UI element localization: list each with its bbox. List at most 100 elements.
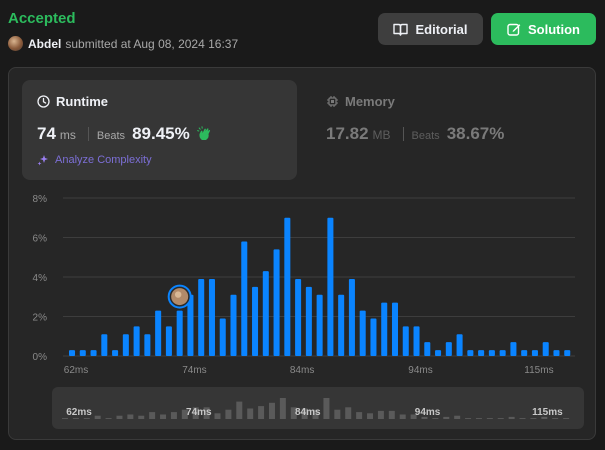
bar[interactable] (435, 350, 442, 356)
bar[interactable] (101, 334, 108, 356)
bar[interactable] (144, 334, 151, 356)
range-selector-svg: 62ms 74ms 84ms 94ms 115ms (62, 398, 570, 419)
mini-bar (268, 402, 275, 419)
bar[interactable] (284, 217, 291, 356)
solution-label: Solution (528, 21, 580, 37)
y-tick-label: 6% (33, 234, 48, 245)
mini-bar (367, 413, 374, 419)
mini-bar (192, 407, 199, 419)
mini-bar (203, 407, 210, 419)
runtime-card[interactable]: Runtime 74 ms Beats 89.45% Analyze Compl… (22, 80, 297, 180)
bar[interactable] (165, 326, 172, 356)
mini-x-label: 115ms (532, 407, 563, 418)
bar[interactable] (208, 278, 215, 356)
avatar[interactable] (8, 36, 23, 51)
bar[interactable] (176, 310, 183, 356)
bar[interactable] (391, 302, 399, 356)
mini-bar (421, 416, 428, 419)
bar[interactable] (327, 217, 334, 356)
memory-values: 17.82 MB Beats 38.67% (326, 124, 504, 144)
bar[interactable] (510, 342, 517, 356)
y-tick-label: 4% (33, 273, 48, 284)
username-link[interactable]: Abdel (28, 36, 62, 51)
runtime-values: 74 ms Beats 89.45% (37, 124, 213, 144)
bar[interactable] (69, 350, 76, 356)
bar[interactable] (488, 350, 495, 356)
bar[interactable] (187, 294, 194, 356)
bar[interactable] (155, 310, 162, 356)
runtime-beats-value: 89.45% (132, 124, 190, 143)
bar[interactable] (531, 350, 538, 356)
mini-bar (94, 415, 101, 419)
bar[interactable] (316, 294, 323, 356)
bar[interactable] (273, 249, 280, 356)
editorial-button[interactable]: Editorial (378, 13, 483, 45)
mini-bar (377, 410, 384, 419)
y-tick-label: 2% (33, 313, 48, 324)
analyze-complexity-link[interactable]: Analyze Complexity (37, 154, 152, 166)
mini-bar (563, 418, 570, 419)
bar[interactable] (478, 350, 485, 356)
bar[interactable] (553, 350, 560, 356)
runtime-distribution-chart[interactable]: 8% 6% 4% 2% 0% 62ms 74ms 84ms 94ms 115ms (9, 188, 595, 378)
bar[interactable] (381, 302, 388, 356)
bar[interactable] (295, 278, 302, 356)
bar[interactable] (305, 286, 312, 356)
bar[interactable] (521, 350, 528, 356)
mini-bar (454, 415, 461, 419)
submission-status: Accepted (8, 10, 76, 27)
bar[interactable] (90, 350, 97, 356)
bar[interactable] (198, 278, 205, 356)
mini-x-label: 74ms (186, 407, 212, 418)
range-selector[interactable]: 62ms 74ms 84ms 94ms 115ms (52, 387, 584, 429)
bar[interactable] (112, 350, 119, 356)
memory-card[interactable]: Memory 17.82 MB Beats 38.67% (311, 80, 581, 180)
memory-beats-label: Beats (411, 130, 440, 142)
bar[interactable] (424, 342, 431, 356)
bar[interactable] (542, 342, 549, 356)
bar[interactable] (230, 294, 237, 356)
user-avatar-face (174, 291, 182, 298)
submitted-time: submitted at Aug 08, 2024 16:37 (65, 36, 239, 51)
bar[interactable] (456, 334, 463, 356)
mini-bar (443, 416, 450, 419)
bar[interactable] (499, 350, 506, 356)
bar[interactable] (445, 342, 452, 356)
mini-bar (247, 408, 254, 419)
x-tick-label: 84ms (290, 365, 314, 376)
y-tick-label: 0% (33, 352, 48, 363)
runtime-unit: ms (59, 128, 76, 142)
runtime-value: 74 (37, 124, 56, 143)
mini-bar (301, 408, 308, 419)
bar[interactable] (133, 326, 140, 356)
bar[interactable] (413, 326, 420, 356)
mini-bar (334, 409, 341, 419)
mini-bar (345, 407, 352, 419)
mini-bar (552, 418, 559, 419)
bar[interactable] (219, 318, 226, 356)
mini-bar (105, 418, 112, 419)
mini-bar (530, 418, 537, 419)
bar[interactable] (402, 326, 409, 356)
mini-bar (290, 407, 297, 419)
mini-x-label: 94ms (415, 407, 441, 418)
bar[interactable] (338, 294, 345, 356)
mini-bar (475, 418, 482, 419)
bar[interactable] (79, 350, 86, 356)
runtime-title: Runtime (37, 94, 108, 109)
bar[interactable] (370, 318, 377, 356)
mini-bar (181, 409, 188, 419)
bar[interactable] (348, 278, 355, 356)
bar[interactable] (467, 350, 474, 356)
bar[interactable] (122, 334, 129, 356)
mini-bar (519, 418, 526, 419)
mini-bar (432, 418, 439, 419)
bar[interactable] (564, 350, 571, 356)
mini-bar (410, 414, 417, 419)
bar[interactable] (252, 286, 259, 356)
bar[interactable] (241, 241, 248, 356)
divider (87, 127, 89, 141)
bar[interactable] (262, 271, 269, 356)
solution-button[interactable]: Solution (491, 13, 596, 45)
bar[interactable] (359, 310, 366, 356)
